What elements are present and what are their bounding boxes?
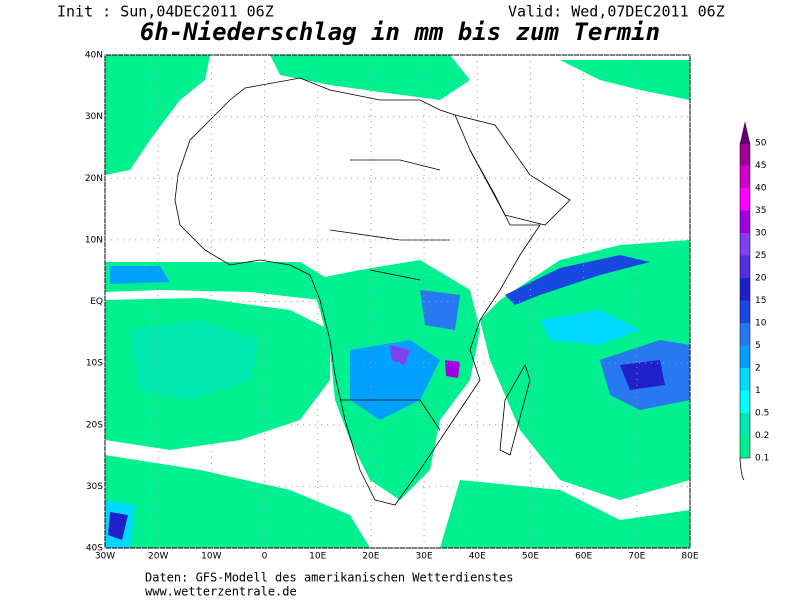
colorbar-band	[740, 210, 750, 233]
data-source: Daten: GFS-Modell des amerikanischen Wet…	[145, 571, 513, 585]
lon-tick-label: 30W	[95, 552, 115, 562]
colorbar-band	[740, 368, 750, 391]
lon-tick-label: 10E	[309, 552, 326, 562]
colorbar-band	[740, 233, 750, 256]
coastlines	[174, 77, 571, 506]
lat-tick-label: 10N	[85, 235, 103, 245]
colorbar-frame	[739, 142, 751, 459]
colorbar-band	[740, 435, 750, 458]
colorbar-label: 0.2	[755, 431, 769, 441]
source-url: www.wetterzentrale.de	[145, 585, 297, 599]
lat-tick-label: 20N	[85, 174, 103, 184]
colorbar-band	[740, 345, 750, 368]
lon-tick-label: 20E	[362, 552, 379, 562]
colorbar-label: 30	[755, 229, 767, 239]
colorbar-label: 35	[755, 206, 766, 216]
colorbar-band	[740, 143, 750, 166]
lon-tick-label: 30E	[416, 552, 433, 562]
map-title: 6h-Niederschlag in mm bis zum Termin	[140, 18, 660, 46]
colorbar-band	[740, 413, 750, 436]
lon-tick-label: 60E	[575, 552, 592, 562]
colorbar-bottom	[739, 457, 745, 481]
colorbar-label: 40	[755, 184, 767, 194]
valid-time: Valid: Wed,07DEC2011 06Z	[508, 3, 725, 21]
colorbar-label: 15	[755, 296, 766, 306]
lon-tick-label: 40E	[469, 552, 486, 562]
lat-tick-label: 30S	[86, 482, 103, 492]
lat-tick-label: EQ	[90, 297, 103, 307]
colorbar-label: 50	[755, 139, 767, 149]
colorbar-label: 45	[755, 161, 766, 171]
colorbar-band	[740, 323, 750, 346]
lat-tick-label: 10S	[86, 359, 103, 369]
colorbar-top	[740, 121, 750, 143]
colorbar-band	[740, 165, 750, 188]
lat-tick-label: 40S	[86, 544, 103, 554]
lon-tick-label: 20W	[148, 552, 168, 562]
colorbar-label: 5	[755, 341, 761, 351]
colorbar-band	[740, 255, 750, 278]
colorbar-label: 0.5	[755, 409, 769, 419]
lat-tick-label: 20S	[86, 420, 103, 430]
colorbar-label: 25	[755, 251, 766, 261]
lon-tick-label: 50E	[522, 552, 539, 562]
lon-tick-label: 80E	[681, 552, 698, 562]
lat-tick-label: 40N	[85, 51, 103, 61]
lon-tick-label: 0	[262, 552, 268, 562]
lon-tick-label: 10W	[201, 552, 221, 562]
colorbar-band	[740, 278, 750, 301]
colorbar-label: 0.1	[755, 454, 769, 464]
colorbar-band	[740, 390, 750, 413]
colorbar-label: 1	[755, 386, 761, 396]
colorbar-band	[740, 300, 750, 323]
colorbar-band	[740, 188, 750, 211]
lon-tick-label: 70E	[628, 552, 645, 562]
precip-field	[105, 55, 690, 548]
colorbar-label: 2	[755, 364, 761, 374]
lat-tick-label: 30N	[85, 112, 103, 122]
colorbar-label: 10	[755, 319, 767, 329]
init-time: Init : Sun,04DEC2011 06Z	[57, 3, 274, 21]
colorbar-label: 20	[755, 274, 767, 284]
